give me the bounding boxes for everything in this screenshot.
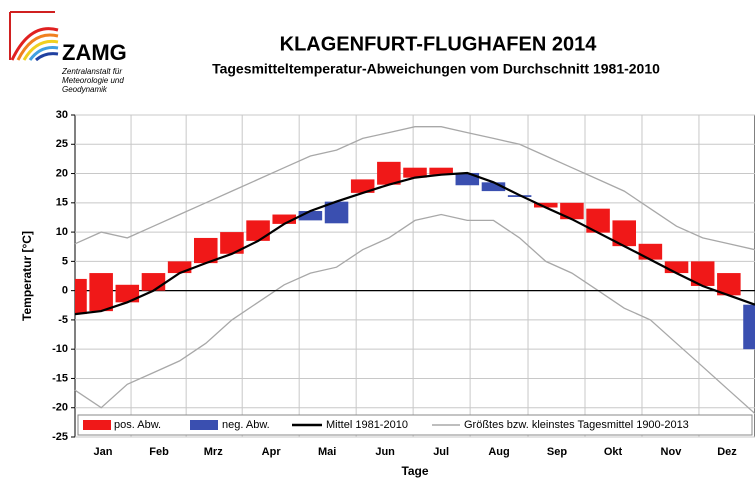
x-tick-label: Aug	[488, 446, 509, 458]
deviation-bar	[638, 243, 663, 260]
deviation-bar	[560, 202, 584, 220]
y-axis-label: Temperatur [°C]	[20, 231, 34, 321]
deviation-bar	[141, 273, 166, 291]
y-tick-label: -25	[52, 431, 68, 443]
legend-label: neg. Abw.	[222, 419, 270, 431]
deviation-bar	[403, 167, 427, 178]
x-tick-label: Okt	[604, 446, 623, 458]
deviation-bar	[350, 179, 375, 193]
deviation-bar	[377, 161, 401, 185]
y-tick-label: 5	[62, 255, 68, 267]
legend-label: Größtes bzw. kleinstes Tagesmittel 1900-…	[464, 419, 689, 431]
x-tick-label: Jun	[375, 446, 395, 458]
x-tick-label: Jan	[94, 446, 113, 458]
y-tick-label: 25	[56, 138, 68, 150]
deviation-bar	[194, 237, 218, 264]
y-tick-label: -20	[52, 402, 68, 414]
y-tick-label: -5	[58, 314, 68, 326]
legend: pos. Abw. neg. Abw. Mittel 1981-2010 Größte…	[77, 414, 753, 436]
x-tick-label: Nov	[661, 446, 683, 458]
deviation-bar	[717, 273, 741, 296]
deviation-bar	[220, 232, 244, 254]
deviation-bar	[246, 220, 270, 241]
logo-line: Zentralanstalt für	[61, 67, 122, 76]
logo-line: Geodynamik	[62, 85, 108, 94]
deviation-bar	[690, 261, 715, 286]
deviation-bar	[534, 202, 558, 208]
deviation-bar	[115, 284, 140, 303]
logo-name: ZAMG	[62, 40, 127, 65]
deviation-bar	[75, 278, 87, 315]
y-tick-label: -10	[52, 343, 68, 355]
legend-swatch	[190, 420, 218, 430]
x-tick-label: Sep	[547, 446, 567, 458]
legend-label: pos. Abw.	[114, 419, 161, 431]
legend-label: Mittel 1981-2010	[326, 419, 408, 431]
deviation-bar	[481, 182, 506, 192]
deviation-bar	[324, 201, 349, 224]
y-tick-label: 10	[56, 226, 68, 238]
extreme-line	[74, 126, 755, 251]
y-tick-label: 30	[56, 109, 68, 121]
x-axis-label: Tage	[401, 464, 428, 478]
legend-swatch	[83, 420, 111, 430]
extreme-line	[74, 213, 755, 415]
deviation-bar	[167, 261, 192, 274]
deviation-bar	[272, 214, 296, 224]
chart-subtitle: Tagesmitteltemperatur-Abweichungen vom D…	[212, 61, 660, 77]
mean-line	[74, 171, 755, 316]
logo-line: Meteorologie und	[62, 76, 124, 85]
y-tick-label: -15	[52, 372, 68, 384]
x-tick-label: Apr	[262, 446, 282, 458]
y-tick-label: 15	[56, 197, 68, 209]
x-tick-label: Mai	[318, 446, 336, 458]
chart-title: KLAGENFURT-FLUGHAFEN 2014	[280, 33, 598, 55]
y-tick-label: 20	[56, 167, 68, 179]
x-tick-label: Jul	[433, 446, 449, 458]
deviation-bar	[664, 261, 689, 274]
deviation-bar	[586, 208, 610, 233]
deviation-bar	[612, 220, 636, 247]
logo: ZAMG Zentralanstalt für Meteorologie und…	[9, 11, 127, 94]
y-tick-label: 0	[62, 285, 68, 297]
deviation-bar	[743, 304, 755, 350]
x-tick-label: Feb	[149, 446, 169, 458]
legend-box	[77, 414, 753, 436]
deviation-bar	[89, 273, 113, 312]
deviation-bar	[298, 211, 323, 221]
x-tick-label: Mrz	[204, 446, 223, 458]
deviation-bar	[429, 167, 453, 175]
x-tick-label: Dez	[717, 446, 737, 458]
